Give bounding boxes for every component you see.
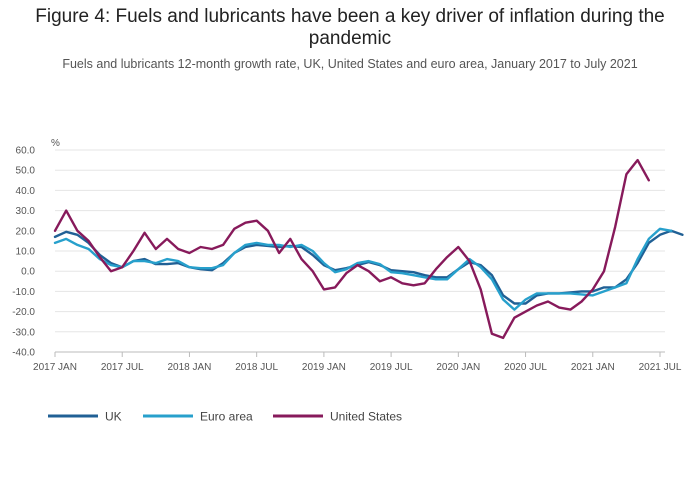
- legend-label-uk: UK: [105, 410, 122, 424]
- y-tick-label: 60.0: [16, 146, 36, 157]
- series-line-euro-area: [53, 227, 673, 311]
- x-tick-label: 2018 JAN: [167, 362, 211, 373]
- x-tick-label: 2021 JUL: [639, 362, 682, 373]
- y-tick-label: -30.0: [12, 327, 35, 338]
- chart-title: Figure 4: Fuels and lubricants have been…: [35, 6, 665, 49]
- legend-label-euro-area: Euro area: [200, 410, 253, 424]
- x-tick-label: 2020 JAN: [436, 362, 480, 373]
- y-tick-label: 40.0: [16, 186, 36, 197]
- legend: UK Euro area United States: [48, 410, 402, 424]
- y-tick-label: -40.0: [12, 348, 35, 359]
- x-tick-label: 2017 JAN: [33, 362, 77, 373]
- x-axis-ticks: 2017 JAN 2017 JUL 2018 JAN 2018 JUL 2019 JAN…: [33, 352, 682, 373]
- y-tick-label: -10.0: [12, 287, 35, 298]
- y-axis-label: %: [51, 138, 60, 149]
- y-tick-label: 20.0: [16, 226, 36, 237]
- y-tick-label: 10.0: [16, 247, 36, 258]
- y-tick-label: -20.0: [12, 307, 35, 318]
- y-tick-label: 30.0: [16, 206, 36, 217]
- y-axis-ticks: 60.0 50.0 40.0 30.0 20.0 10.0 0.0 -10.0 -20.0 -30…: [12, 146, 35, 359]
- chart-subtitle: Fuels and lubricants 12-month growth rat…: [62, 57, 638, 71]
- y-tick-label: 50.0: [16, 166, 36, 177]
- x-tick-label: 2020 JUL: [504, 362, 547, 373]
- legend-label-united-states: United States: [330, 410, 402, 424]
- x-tick-label: 2019 JUL: [370, 362, 413, 373]
- x-tick-label: 2017 JUL: [101, 362, 144, 373]
- series-line-united-states: [53, 158, 650, 340]
- x-tick-label: 2019 JAN: [302, 362, 346, 373]
- series-lines: [53, 158, 684, 340]
- y-tick-label: 0.0: [21, 267, 35, 278]
- grid-lines: [55, 149, 665, 353]
- x-tick-label: 2018 JUL: [235, 362, 278, 373]
- x-tick-label: 2021 JAN: [571, 362, 615, 373]
